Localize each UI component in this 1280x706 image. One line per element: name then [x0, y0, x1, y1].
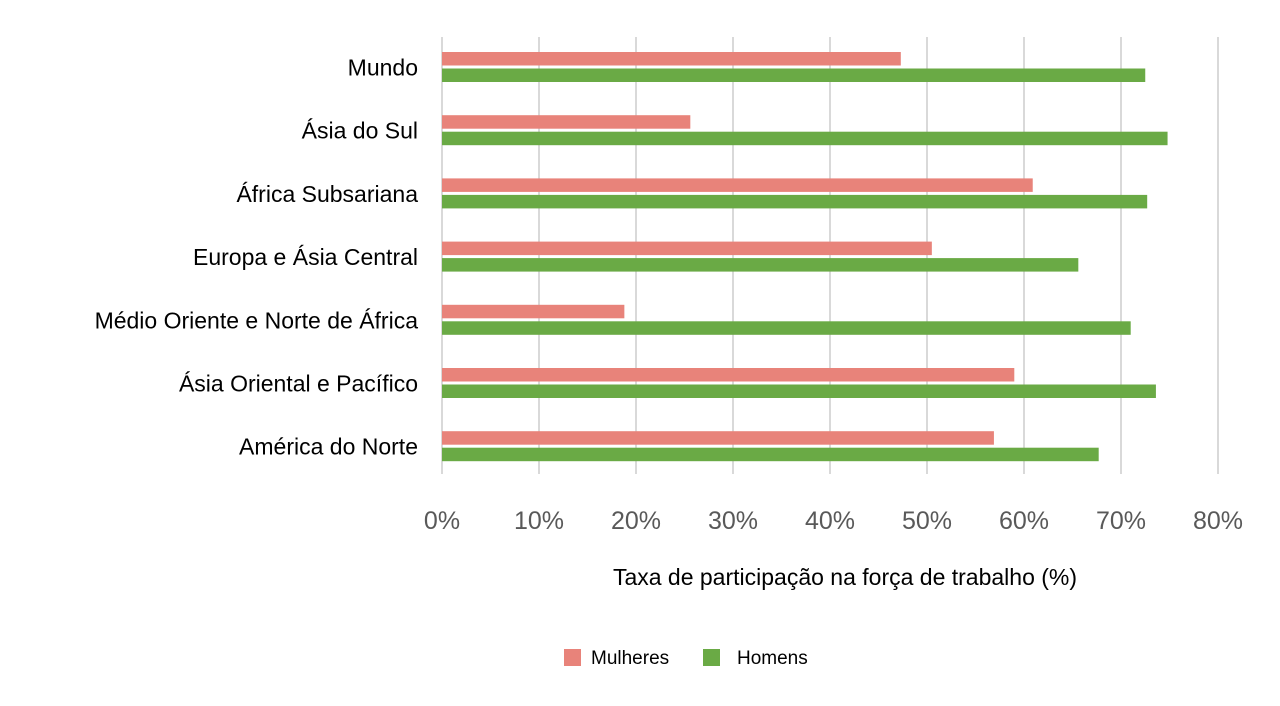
legend-label-homens: Homens [737, 648, 808, 669]
x-tick-label: 80% [1193, 507, 1243, 535]
bar-mulheres [442, 368, 1015, 382]
x-tick-label: 50% [902, 507, 952, 535]
bar-mulheres [442, 431, 994, 445]
category-label: América do Norte [239, 434, 418, 460]
x-tick-label: 70% [1096, 507, 1146, 535]
category-label: África Subsariana [236, 181, 418, 207]
bar-mulheres [442, 304, 625, 319]
x-tick-label: 20% [611, 507, 661, 535]
bar-homens [442, 194, 1148, 209]
bar-homens [442, 447, 1099, 462]
gridlines [441, 37, 1219, 474]
legend: Mulheres Homens [564, 648, 808, 669]
bar-homens [442, 68, 1146, 82]
legend-swatch-homens [703, 649, 720, 666]
x-axis-title: Taxa de participação na força de trabalh… [613, 564, 1077, 590]
bar-mulheres [442, 115, 691, 129]
bar-homens [442, 321, 1131, 335]
bar-mulheres [442, 178, 1033, 192]
x-tick-label: 0% [424, 507, 460, 535]
legend-swatch-mulheres [564, 649, 581, 666]
category-label: Europa e Ásia Central [193, 244, 418, 270]
x-tick-label: 40% [805, 507, 855, 535]
bar-homens [442, 384, 1156, 398]
x-tick-label: 10% [514, 507, 564, 535]
x-tick-label: 30% [708, 507, 758, 535]
x-tick-labels: 0% 10% 20% 30% 40% 50% 60% 70% 80% [424, 507, 1243, 535]
bar-mulheres [442, 52, 901, 66]
legend-label-mulheres: Mulheres [591, 648, 669, 669]
x-tick-label: 60% [999, 507, 1049, 535]
bar-mulheres [442, 241, 932, 256]
bars [442, 52, 1168, 462]
category-labels: Mundo Ásia do Sul África Subsariana Europa … [95, 55, 419, 460]
category-label: Ásia do Sul [302, 118, 418, 144]
bar-homens [442, 258, 1079, 272]
bar-homens [442, 131, 1168, 146]
category-label: Mundo [348, 55, 418, 81]
category-label: Ásia Oriental e Pacífico [179, 371, 418, 397]
category-label: Médio Oriente e Norte de África [95, 307, 419, 333]
